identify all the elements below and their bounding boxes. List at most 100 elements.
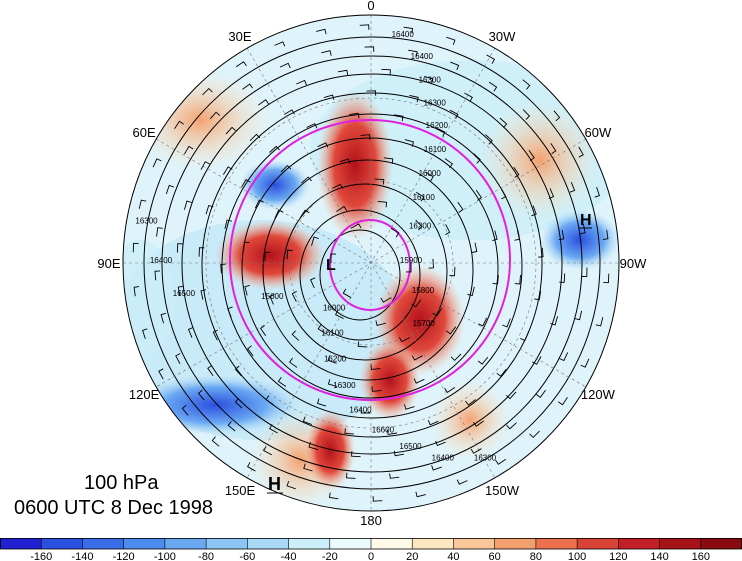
wind-barb bbox=[152, 158, 162, 168]
wind-barb bbox=[360, 134, 371, 140]
wind-barb bbox=[296, 79, 307, 86]
wind-barb bbox=[550, 143, 557, 154]
contour-labels: 16400 16400 16300 16300 16200 16100 16000 16100… bbox=[135, 30, 496, 462]
wind-barb bbox=[258, 99, 269, 106]
wind-barb bbox=[558, 229, 565, 241]
wind-barb bbox=[212, 329, 218, 341]
wind-barb bbox=[264, 251, 271, 262]
wind-barb bbox=[403, 404, 415, 410]
contour-label: 15700 bbox=[413, 319, 436, 328]
colorbar-swatch bbox=[412, 538, 454, 549]
wind-barb bbox=[569, 181, 576, 193]
contour-label: 16600 bbox=[372, 426, 395, 435]
wind-barb bbox=[242, 83, 253, 90]
wind-barb bbox=[449, 109, 459, 119]
wind-barb bbox=[471, 242, 478, 253]
wind-barb bbox=[263, 446, 273, 456]
wind-barb bbox=[538, 247, 544, 258]
height-contours bbox=[143, 36, 601, 490]
wind-barb bbox=[411, 299, 422, 308]
wind-barb bbox=[534, 290, 542, 301]
wind-barb bbox=[269, 145, 280, 153]
wind-barb bbox=[431, 465, 442, 471]
jet-rings bbox=[229, 119, 511, 401]
contour-label: 16200 bbox=[426, 121, 449, 130]
wind-barb bbox=[522, 109, 531, 120]
wind-barb bbox=[200, 161, 210, 170]
wind-barb bbox=[444, 158, 454, 169]
contour-label: 16200 bbox=[324, 355, 347, 364]
wind-barb bbox=[198, 247, 205, 257]
wind-barb bbox=[132, 242, 139, 253]
contour-label: 16100 bbox=[424, 145, 447, 154]
colorbar-swatch bbox=[41, 538, 83, 549]
longitude-label: 120W bbox=[581, 387, 616, 402]
high-center-marker-pacific: H bbox=[268, 474, 281, 494]
wind-barb bbox=[436, 127, 446, 137]
colorbar-tick-label: 60 bbox=[489, 551, 501, 561]
wind-barb bbox=[529, 430, 540, 439]
wind-barb bbox=[528, 150, 535, 161]
wind-barb bbox=[154, 270, 161, 281]
wind-barb bbox=[478, 317, 488, 327]
contour-label: 16300 bbox=[419, 75, 442, 84]
contour-label: 16000 bbox=[323, 303, 346, 312]
wind-barb bbox=[156, 227, 163, 237]
wind-barb bbox=[364, 46, 375, 52]
wind-barb bbox=[227, 306, 233, 318]
wind-barb bbox=[241, 178, 251, 188]
wind-barb bbox=[553, 110, 561, 122]
wind-barb bbox=[380, 297, 392, 303]
wind-barb bbox=[383, 157, 394, 164]
colorbar-tick-label: -60 bbox=[239, 551, 255, 561]
contour-label: 16500 bbox=[173, 289, 196, 298]
contour-label: 15800 bbox=[412, 286, 435, 295]
wind-barb bbox=[428, 258, 434, 269]
wind-barb bbox=[449, 266, 456, 277]
wind-barb bbox=[394, 114, 404, 122]
colorbar-tick-label: 160 bbox=[692, 551, 710, 561]
wind-barb bbox=[444, 387, 456, 394]
wind-barb bbox=[457, 201, 464, 213]
wind-barb bbox=[211, 436, 220, 447]
wind-barb bbox=[370, 364, 381, 370]
wind-barb bbox=[492, 230, 498, 242]
wind-barb bbox=[495, 458, 507, 465]
wind-barb bbox=[473, 420, 484, 427]
wind-barb bbox=[327, 355, 337, 364]
colorbar-swatch bbox=[659, 538, 702, 549]
longitude-label: 120E bbox=[129, 387, 160, 402]
wind-barb bbox=[174, 120, 184, 130]
wind-barb bbox=[415, 491, 426, 498]
wind-barb bbox=[175, 353, 181, 365]
colorbar-swatch bbox=[494, 538, 537, 549]
wind-barb bbox=[288, 357, 298, 368]
wind-barb bbox=[445, 224, 451, 235]
wind-barb bbox=[177, 285, 184, 297]
wind-barb bbox=[408, 49, 418, 57]
wind-barb bbox=[374, 178, 385, 185]
wind-barb bbox=[506, 391, 517, 400]
wind-barb bbox=[220, 263, 226, 274]
wind-barb bbox=[450, 353, 462, 362]
colorbar-swatch bbox=[453, 538, 496, 549]
wind-barb bbox=[302, 416, 313, 425]
wind-barb bbox=[381, 68, 391, 75]
wind-barb bbox=[336, 205, 348, 212]
wind-barb bbox=[359, 24, 370, 30]
wind-barb bbox=[485, 134, 493, 145]
colorbar-swatch bbox=[618, 538, 661, 549]
wind-barb bbox=[393, 450, 405, 457]
colorbar-swatch bbox=[247, 538, 290, 549]
colorbar-swatch bbox=[329, 538, 372, 549]
wind-barb bbox=[235, 61, 247, 68]
wind-barb bbox=[372, 496, 383, 502]
colorbar-tick-label: -80 bbox=[198, 551, 214, 561]
wind-barb bbox=[202, 87, 213, 96]
wind-barb bbox=[520, 332, 529, 341]
wind-barb bbox=[200, 289, 206, 300]
wind-barb bbox=[500, 188, 507, 200]
wind-barb bbox=[602, 229, 609, 240]
colorbar-swatch bbox=[123, 538, 166, 549]
wind-barb bbox=[531, 205, 537, 217]
